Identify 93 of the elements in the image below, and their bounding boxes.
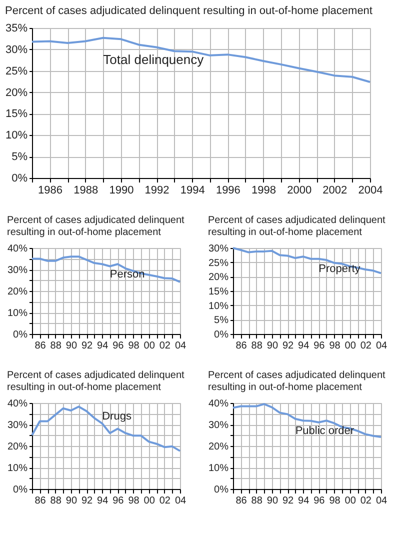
series-label: Property	[318, 262, 361, 275]
x-tick-label: 92	[282, 340, 294, 352]
x-tick-label: 98	[329, 340, 341, 352]
x-tick-label: 92	[282, 496, 294, 506]
x-tick-label: 94	[97, 340, 109, 352]
x-tick-label: 90	[66, 340, 78, 352]
x-tick-label: 1988	[74, 184, 98, 196]
x-tick-label: 02	[360, 496, 372, 506]
x-tick-label: 86	[34, 496, 46, 506]
y-tick-label: 10%	[7, 463, 28, 474]
x-tick-label: 96	[314, 340, 326, 352]
x-tick-label: 98	[128, 340, 140, 352]
x-tick-label: 90	[266, 340, 278, 352]
x-tick-label: 2004	[358, 184, 383, 196]
x-tick-label: 96	[112, 340, 124, 352]
x-tick-label: 2002	[322, 184, 348, 196]
x-tick-label: 90	[266, 496, 278, 506]
x-tick-label: 00	[344, 340, 356, 352]
x-tick-label: 94	[298, 340, 310, 352]
x-tick-label: 96	[314, 496, 326, 506]
x-tick-label: 04	[376, 496, 388, 506]
y-tick-label: 20%	[7, 442, 28, 452]
x-tick-label: 86	[34, 340, 46, 352]
x-tick-label: 88	[50, 496, 62, 506]
x-tick-label: 90	[66, 496, 78, 506]
x-tick-label: 02	[360, 340, 372, 352]
y-tick-label: 5%	[12, 151, 28, 164]
y-tick-label: 0%	[13, 484, 28, 496]
y-tick-label: 30%	[208, 244, 229, 254]
line-series	[31, 256, 181, 283]
y-tick-label: 40%	[7, 244, 28, 254]
x-tick-label: 1998	[252, 184, 276, 196]
chart-title: Percent of cases adjudicated delinquent resulting in out-of-home placement	[6, 370, 185, 393]
y-tick-label: 20%	[208, 442, 229, 452]
chart-title: Percent of cases adjudicated delinquent resulting in out-of-home placement	[208, 215, 386, 238]
y-tick-label: 40%	[208, 398, 229, 410]
x-tick-label: 92	[81, 340, 94, 352]
y-tick-label: 10%	[208, 463, 229, 474]
x-tick-label: 92	[81, 496, 94, 506]
x-tick-label: 00	[144, 496, 156, 506]
x-tick-label: 04	[174, 496, 186, 506]
y-tick-label: 10%	[7, 308, 28, 319]
y-tick-label: 0%	[214, 330, 229, 340]
series-label: Drugs	[102, 410, 132, 422]
series-label: Person	[110, 268, 145, 280]
y-tick-label: 25%	[5, 65, 28, 78]
y-tick-label: 0%	[12, 172, 28, 184]
y-tick-label: 15%	[208, 286, 229, 298]
x-tick-label: 94	[97, 496, 109, 506]
y-tick-label: 20%	[7, 286, 28, 298]
x-tick-label: 04	[174, 340, 186, 352]
chart-title: Percent of cases adjudicated delinquent resulting in out-of-home placement	[208, 370, 386, 393]
x-tick-label: 2000	[287, 184, 312, 196]
series-label: Total delinquency	[103, 52, 204, 67]
x-tick-label: 02	[159, 496, 171, 506]
x-tick-label: 1994	[180, 184, 205, 196]
y-tick-label: 35%	[5, 22, 28, 34]
y-tick-label: 20%	[5, 86, 28, 99]
y-tick-label: 25%	[208, 258, 229, 269]
chart-title: Percent of cases adjudicated delinquent resulting in out-of-home placement	[6, 215, 185, 238]
x-tick-label: 04	[376, 340, 388, 352]
y-tick-label: 30%	[7, 420, 28, 431]
y-tick-label: 0%	[13, 330, 28, 340]
x-tick-label: 1990	[109, 184, 134, 196]
y-tick-label: 30%	[7, 265, 28, 276]
y-tick-label: 10%	[208, 300, 229, 312]
x-tick-label: 1996	[216, 184, 240, 196]
y-tick-label: 20%	[208, 272, 229, 284]
x-tick-label: 94	[298, 496, 310, 506]
y-tick-label: 30%	[5, 44, 28, 56]
y-tick-label: 5%	[214, 315, 229, 326]
line-series	[31, 36, 371, 83]
y-tick-label: 0%	[214, 484, 229, 496]
x-tick-label: 00	[344, 496, 356, 506]
chart-title: Percent of cases adjudicated delinquent resulting in out-of-home placement	[4, 5, 372, 17]
x-tick-label: 98	[128, 496, 140, 506]
line-series	[31, 406, 181, 452]
y-tick-label: 10%	[5, 130, 28, 142]
x-tick-label: 86	[236, 340, 248, 352]
x-tick-label: 96	[112, 496, 124, 506]
x-tick-label: 1986	[38, 184, 63, 196]
x-tick-label: 88	[251, 496, 263, 506]
x-tick-label: 88	[251, 340, 263, 352]
x-tick-label: 86	[236, 496, 248, 506]
y-tick-label: 15%	[5, 108, 28, 120]
x-tick-label: 88	[50, 340, 62, 352]
y-tick-label: 40%	[7, 398, 28, 410]
x-tick-label: 02	[159, 340, 171, 352]
y-tick-label: 30%	[208, 420, 229, 431]
x-tick-label: 98	[329, 496, 341, 506]
x-tick-label: 1992	[144, 184, 170, 196]
x-tick-label: 00	[144, 340, 156, 352]
series-label: Public order	[295, 424, 354, 437]
